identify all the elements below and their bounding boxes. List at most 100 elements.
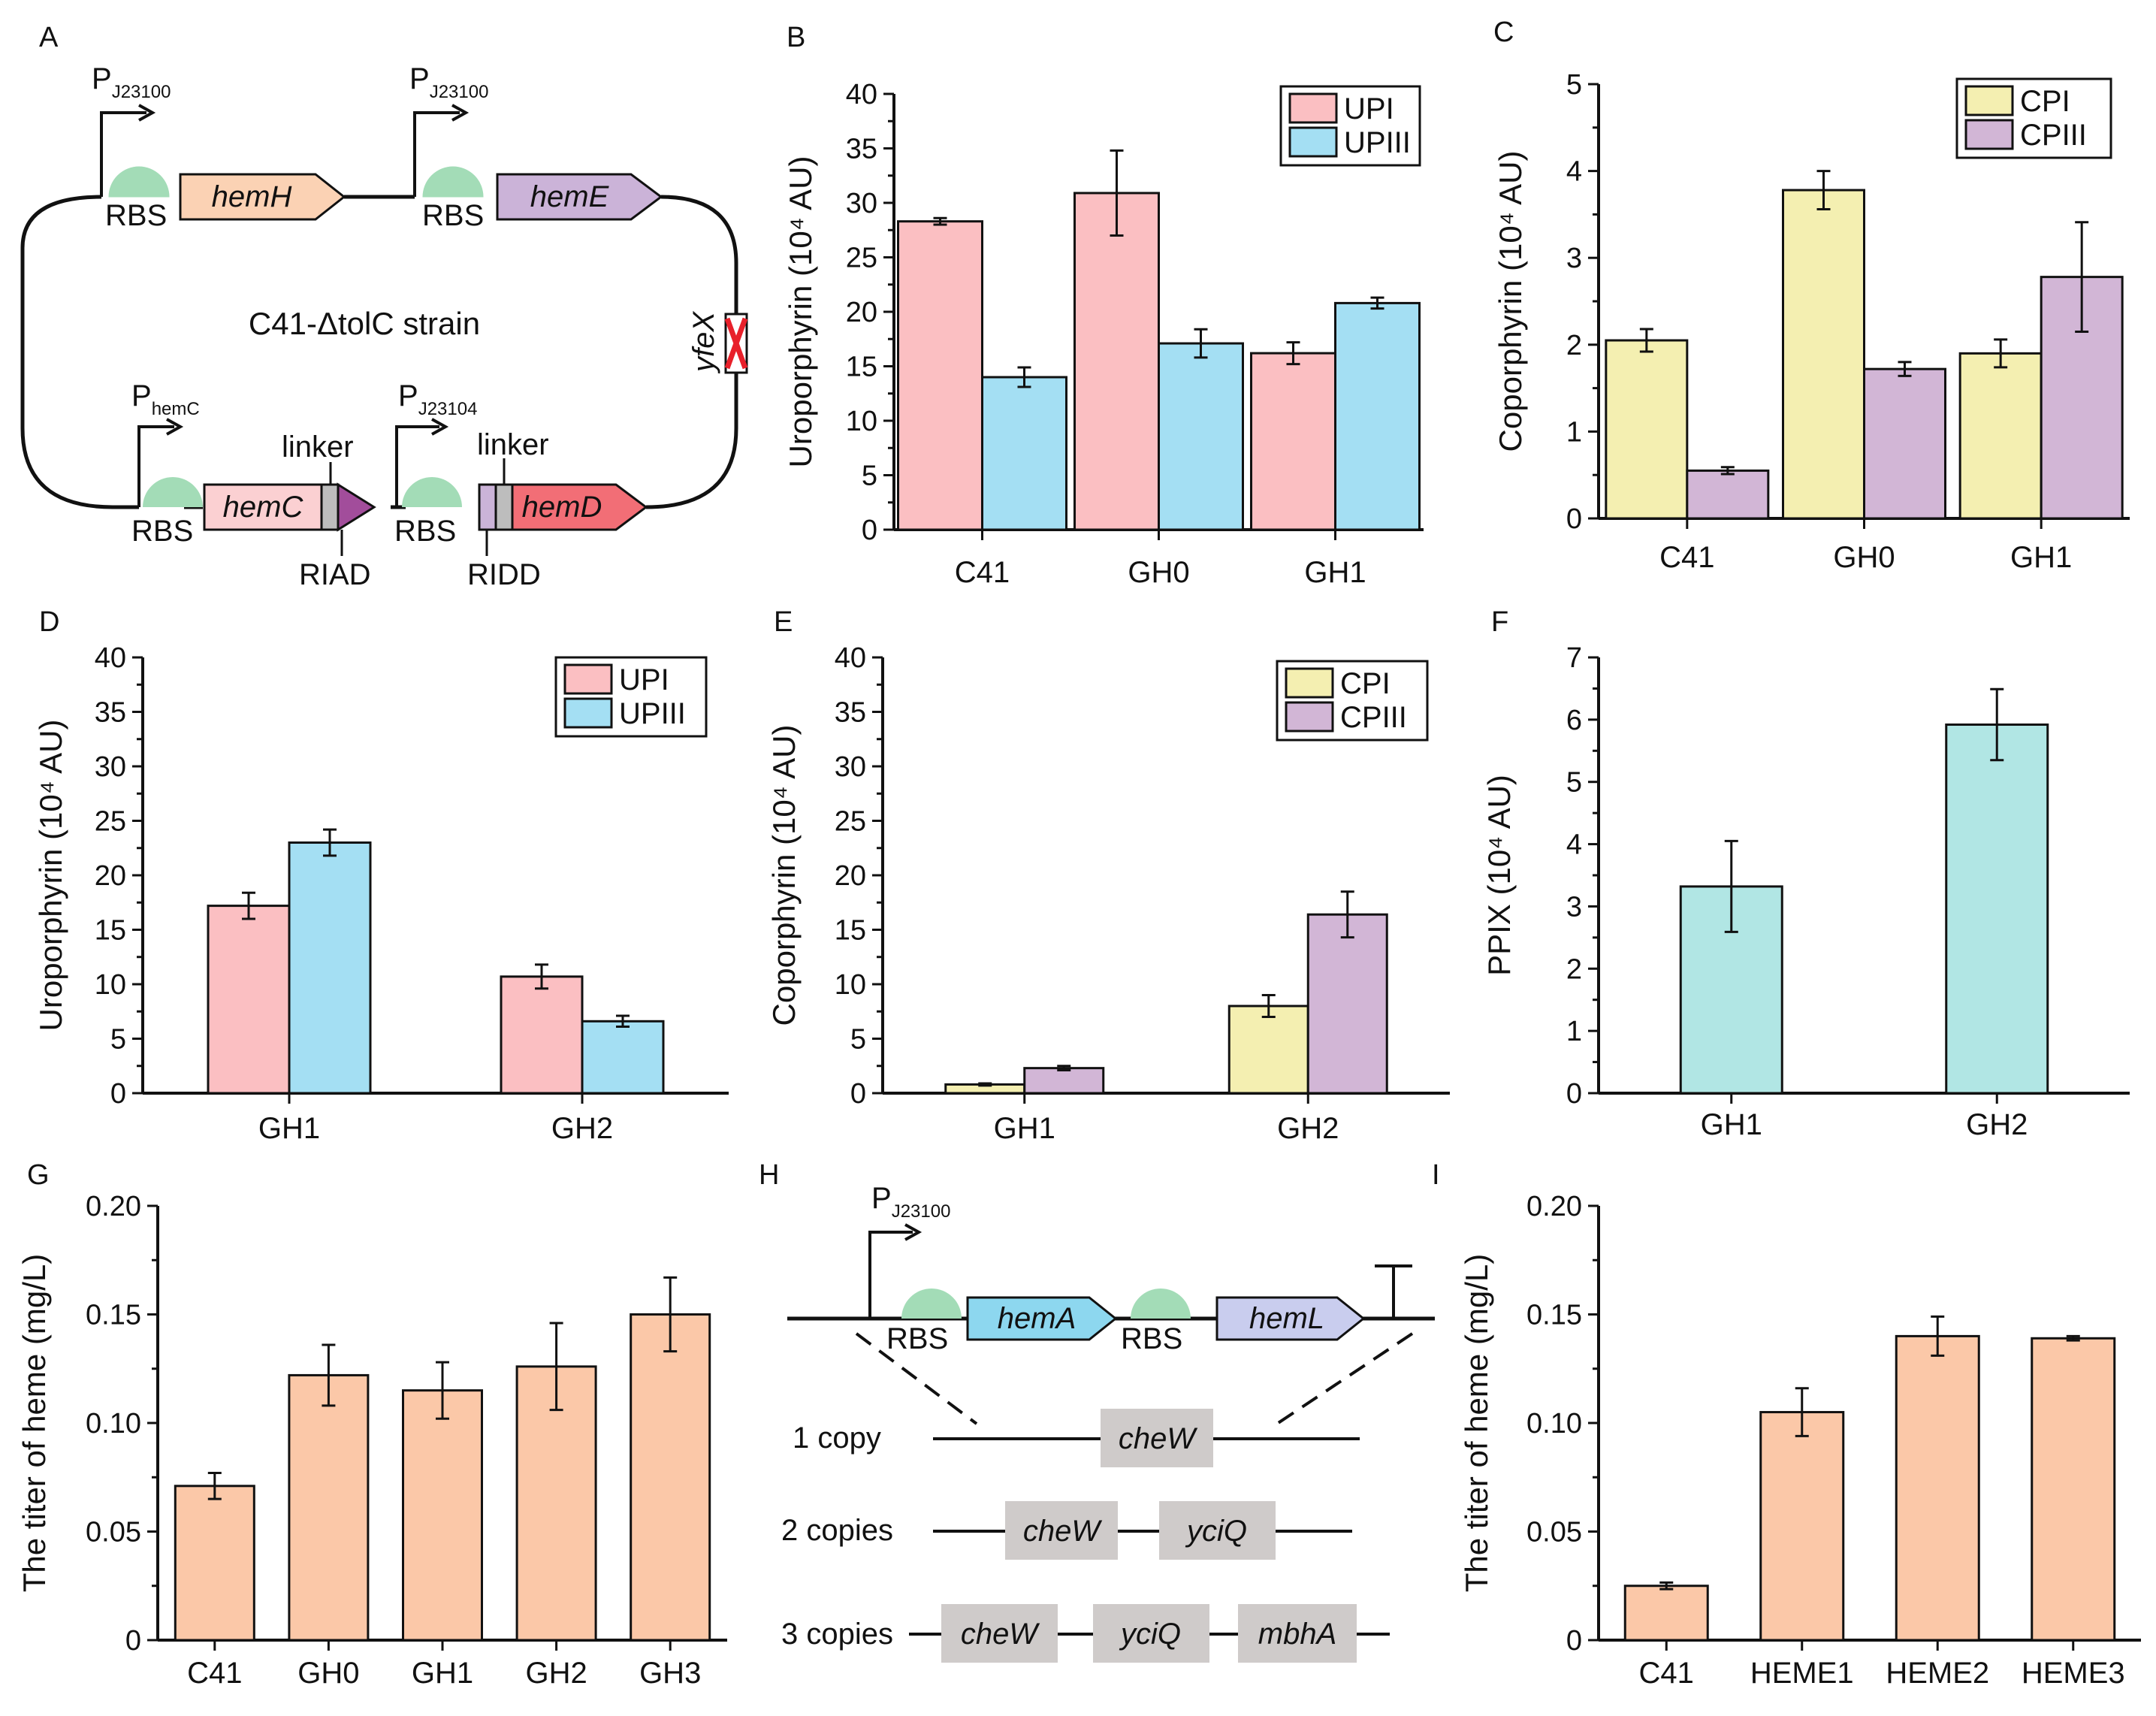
gene-hemA-label: hemA [998, 1302, 1076, 1335]
gene-hemL [1215, 1296, 1366, 1341]
panel-a-diagram: PJ23100 PJ23100 RBS RBS hemH hemE C41-Δt… [20, 62, 748, 591]
copy-row-label-3: 3 copies [781, 1618, 893, 1651]
gene-hemE [496, 173, 663, 221]
riad-tag [337, 482, 376, 532]
y-tick-label-d: 30 [95, 751, 126, 783]
bar-b-upiii-gh0 [1158, 342, 1244, 531]
bar-b-upi-c41 [897, 220, 983, 531]
bar-c-cpiii-gh0 [1863, 367, 1946, 520]
y-axis-label-i: The titer of heme (mg/L) [1459, 1254, 1494, 1593]
y-tick-label-g: 0.10 [86, 1408, 141, 1440]
y-tick-label-d: 40 [95, 642, 126, 674]
y-tick-label-i: 0.15 [1526, 1300, 1582, 1331]
y-tick-label-e: 40 [835, 642, 866, 674]
y-tick-label-f: 0 [1566, 1078, 1582, 1110]
panel-letter-d: D [39, 606, 59, 638]
y-axis-label-e: Coporphyrin (10⁴ AU) [766, 725, 802, 1026]
bar-d-upiii-gh1 [288, 841, 372, 1095]
panel-letter-c: C [1493, 17, 1514, 48]
legend-label-c: CPIII [2020, 119, 2087, 152]
y-tick-label-e: 0 [850, 1078, 866, 1110]
bar-i-heme-heme2 [1895, 1334, 1980, 1642]
chart-i: 0 0.05 0.10 0.15 0.20 The titer of heme (mg/L… [1459, 1191, 2141, 1690]
site-box-3-3 [1238, 1604, 1357, 1663]
bar-i-heme-heme3 [2031, 1337, 2116, 1642]
chart-g: 0 0.05 0.10 0.15 0.20 The titer of heme (mg/L… [17, 1191, 727, 1690]
y-tick-label-d: 15 [95, 915, 126, 947]
panel-h-diagram: PJ23100 RBS hemA RBS hemL 1 copy cheW 2 … [781, 1182, 1435, 1663]
rbs-dome-1 [108, 166, 170, 198]
rbs-dome-h1 [901, 1289, 962, 1319]
x-tick-label-c: GH0 [1833, 541, 1895, 574]
promoter-label-4: PJ23104 [398, 379, 477, 419]
x-tick-label-e: GH2 [1277, 1112, 1339, 1145]
panel-letter-i: I [1432, 1159, 1440, 1191]
x-tick-label-d: GH2 [551, 1112, 613, 1145]
y-tick-label-f: 3 [1566, 891, 1582, 923]
panel-letter-e: E [774, 606, 793, 638]
y-tick-label-e: 15 [835, 915, 866, 947]
gene-hemD-label: hemD [522, 491, 602, 524]
promoter-arrow-2 [413, 111, 460, 197]
y-tick-label-f: 6 [1566, 705, 1582, 736]
site-label-1-1: cheW [1119, 1422, 1197, 1455]
x-tick-label-g: GH3 [639, 1657, 701, 1690]
bar-b-upiii-c41 [981, 376, 1067, 531]
gene-hemL-label: hemL [1249, 1302, 1324, 1335]
legend-swatch-d [563, 697, 613, 729]
y-tick-label-f: 1 [1566, 1016, 1582, 1047]
chart-b: 0 5 10 15 20 25 30 35 40 Uroporphyrin (10⁴ AU) C41… [783, 79, 1424, 589]
y-axis-label-c: Coporphyrin (10⁴ AU) [1493, 151, 1528, 452]
gene-hemE-label: hemE [530, 180, 610, 213]
strain-label: C41-ΔtolC strain [249, 306, 480, 341]
bar-c-cpiii-c41 [1686, 469, 1770, 520]
y-tick-label-e: 30 [835, 751, 866, 783]
bar-e-cpiii-gh1 [1023, 1067, 1105, 1095]
y-tick-label-d: 20 [95, 860, 126, 892]
bar-d-upiii-gh2 [581, 1020, 665, 1095]
bar-f-ppix-gh2 [1945, 723, 2049, 1095]
panel-letter-f: F [1491, 606, 1508, 638]
promoter-label-2: PJ23100 [409, 62, 488, 102]
x-tick-label-i: HEME1 [1750, 1657, 1854, 1690]
x-tick-label-f: GH1 [1701, 1108, 1762, 1141]
y-tick-label-d: 25 [95, 806, 126, 838]
site-label-3-3: mbhA [1258, 1618, 1337, 1651]
bar-g-heme-gh0 [288, 1373, 370, 1642]
site-box-1-1 [1101, 1409, 1213, 1467]
promoter-arrowhead-3 [166, 418, 184, 436]
y-tick-label-b: 0 [862, 515, 877, 546]
x-tick-label-c: GH1 [2010, 541, 2072, 574]
promoter-label-1: PJ23100 [92, 62, 171, 102]
y-tick-label-i: 0 [1566, 1625, 1582, 1657]
deletion-label: yfeX [687, 311, 720, 374]
promoter-label-3: PhemC [131, 379, 200, 419]
y-axis-label-d: Uroporphyrin (10⁴ AU) [33, 720, 68, 1032]
x-tick-label-g: GH1 [412, 1657, 473, 1690]
chart-d: 0 5 10 15 20 25 30 35 40 Uroporphyrin (10⁴ AU) GH1… [33, 642, 729, 1145]
x-tick-label-g: C41 [187, 1657, 242, 1690]
legend-swatch-b [1288, 126, 1338, 158]
bar-i-heme-c41 [1623, 1585, 1709, 1642]
x-tick-label-d: GH1 [258, 1112, 320, 1145]
chart-f: 0 1 2 3 4 5 6 7 PPIX (10⁴ AU) GH1 GH2 [1481, 642, 2130, 1141]
bar-e-cpi-gh2 [1227, 1005, 1309, 1095]
x-tick-label-g: GH2 [525, 1657, 587, 1690]
promoter-arrowhead-2 [451, 104, 470, 122]
y-tick-label-c: 5 [1566, 69, 1582, 101]
y-tick-label-i: 0.05 [1526, 1517, 1582, 1548]
rbs-label-1: RBS [105, 199, 167, 232]
panel-letter-h: H [759, 1159, 779, 1191]
y-tick-label-b: 25 [846, 243, 877, 274]
rbs-label-h2: RBS [1121, 1322, 1182, 1355]
bar-g-heme-c41 [174, 1485, 255, 1642]
y-tick-label-d: 10 [95, 969, 126, 1001]
bar-g-heme-gh1 [402, 1389, 483, 1642]
chart-c: 0 1 2 3 4 5 Coporphyrin (10⁴ AU) C41 GH0 GH1 CPICP… [1493, 69, 2130, 574]
y-tick-label-f: 5 [1566, 767, 1582, 799]
y-tick-label-g: 0 [125, 1625, 141, 1657]
panel-letter-g: G [27, 1159, 50, 1191]
chart-e: 0 5 10 15 20 25 30 35 40 Coporphyrin (10⁴ AU) GH1 G… [766, 642, 1450, 1145]
gene-hemA [966, 1296, 1118, 1341]
bar-d-upi-gh1 [207, 905, 291, 1095]
